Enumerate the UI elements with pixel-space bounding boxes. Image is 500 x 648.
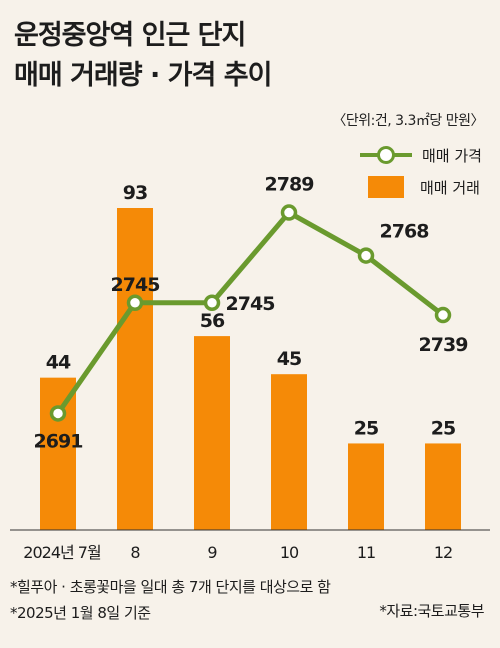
bar — [194, 336, 230, 530]
x-tick-label: 10 — [280, 543, 299, 562]
chart-title-line-2: 매매 거래량 · 가격 추이 — [14, 60, 272, 91]
price-marker — [357, 247, 375, 264]
bar — [425, 443, 461, 530]
price-value-label: 2745 — [226, 293, 275, 315]
x-tick-label: 12 — [434, 543, 452, 562]
unit-note: 〈단위:건, 3.3㎡당 만원〉 — [332, 113, 484, 129]
legend: 매매 가격 매매 거래 — [360, 142, 482, 206]
legend-item-volume: 매매 거래 — [360, 174, 482, 200]
bar — [348, 443, 384, 530]
bar-value-label: 56 — [200, 310, 225, 332]
bar-value-label: 93 — [123, 182, 147, 204]
price-value-label: 2691 — [34, 430, 83, 452]
price-marker — [280, 204, 298, 221]
legend-line-swatch — [360, 145, 412, 165]
price-value-label: 2789 — [265, 174, 314, 196]
bar-value-label: 45 — [277, 348, 301, 370]
footnotes: *힐푸아 · 초롱꽃마을 일대 총 7개 단지를 대상으로 함 *2025년 1… — [10, 574, 331, 626]
x-tick-label: 2024년 7월 — [23, 543, 101, 562]
price-value-label: 2739 — [419, 334, 468, 356]
footnote-2: *2025년 1월 8일 기준 — [10, 604, 151, 622]
price-marker — [434, 306, 452, 324]
x-tick-label: 11 — [357, 543, 375, 562]
legend-item-price: 매매 가격 — [360, 142, 482, 168]
legend-bar-swatch — [368, 176, 404, 198]
price-value-label: 2768 — [380, 221, 430, 243]
source-note: *자료:국토교통부 — [379, 602, 484, 620]
x-tick-label: 8 — [130, 543, 140, 562]
x-tick-label: 9 — [207, 543, 217, 562]
bar — [117, 208, 153, 530]
price-line — [55, 210, 445, 415]
bar — [271, 374, 307, 530]
price-marker — [126, 294, 144, 311]
bar-value-label: 25 — [354, 417, 378, 439]
chart-title-line-1: 운정중앙역 인근 단지 — [14, 20, 246, 51]
legend-volume-label: 매매 거래 — [420, 178, 480, 197]
legend-price-label: 매매 가격 — [422, 146, 482, 165]
footnote-1: *힐푸아 · 초롱꽃마을 일대 총 7개 단지를 대상으로 함 — [10, 578, 331, 596]
price-value-label: 2745 — [111, 274, 160, 296]
bar-value-label: 25 — [431, 417, 455, 439]
price-marker — [49, 405, 67, 422]
bar — [40, 377, 76, 530]
price-marker — [203, 294, 221, 311]
chart-title: 운정중앙역 인근 단지 매매 거래량 · 가격 추이 — [14, 16, 272, 96]
bar-value-label: 44 — [46, 352, 71, 374]
